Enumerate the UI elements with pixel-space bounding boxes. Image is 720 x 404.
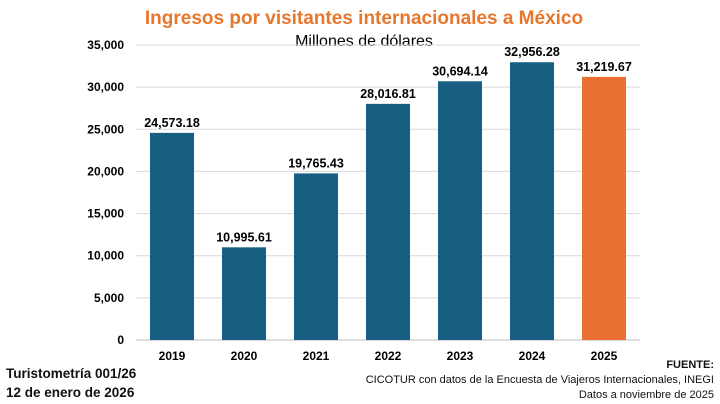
x-tick-label-2025: 2025 — [591, 349, 618, 363]
source-note: FUENTE: CICOTUR con datos de la Encuesta… — [366, 358, 714, 403]
x-tick-label-2023: 2023 — [447, 349, 474, 363]
data-label-2020: 10,995.61 — [216, 230, 272, 244]
chart-subtitle: Millones de dólares — [295, 33, 433, 50]
y-tick-label: 10,000 — [87, 249, 124, 263]
data-label-2024: 32,956.28 — [504, 45, 560, 59]
x-tick-label-2020: 2020 — [231, 349, 258, 363]
y-tick-label: 0 — [117, 333, 124, 347]
y-tick-label: 30,000 — [87, 80, 124, 94]
y-tick-label: 5,000 — [94, 291, 124, 305]
data-label-2025: 31,219.67 — [576, 60, 632, 74]
x-axis: 2019 2020 2021 2022 2023 2024 2025 — [159, 349, 618, 363]
y-tick-label: 20,000 — [87, 164, 124, 178]
bar-2023 — [438, 81, 482, 341]
y-tick-label: 25,000 — [87, 122, 124, 136]
source-label: FUENTE: — [666, 359, 714, 371]
report-id: Turistometría 001/26 — [6, 366, 137, 381]
x-tick-label-2024: 2024 — [519, 349, 546, 363]
report-date: 12 de enero de 2026 — [6, 385, 135, 400]
y-tick-label: 35,000 — [87, 38, 124, 52]
bar-2022 — [366, 103, 410, 341]
data-labels: 24,573.18 10,995.61 19,765.43 28,016.81 30,6… — [144, 45, 632, 244]
bar-2019 — [150, 132, 194, 340]
x-tick-label-2021: 2021 — [303, 349, 330, 363]
x-tick-label-2019: 2019 — [159, 349, 186, 363]
bar-2025 — [582, 76, 626, 340]
data-label-2022: 28,016.81 — [360, 87, 416, 101]
bar-2021 — [294, 173, 338, 340]
source-text: CICOTUR con datos de la Encuesta de Viaj… — [365, 374, 714, 386]
source-date: Datos a noviembre de 2025 — [578, 389, 714, 401]
bar-2020 — [222, 247, 266, 340]
y-tick-label: 15,000 — [87, 207, 124, 221]
data-label-2023: 30,694.14 — [432, 64, 488, 78]
x-tick-label-2022: 2022 — [375, 349, 402, 363]
bars — [150, 62, 626, 341]
bar-2024 — [510, 62, 554, 340]
data-label-2021: 19,765.43 — [288, 156, 344, 170]
chart-title: Ingresos por visitantes internacionales … — [145, 8, 583, 29]
data-label-2019: 24,573.18 — [144, 116, 200, 130]
y-axis: 0 5,000 10,000 15,000 20,000 25,000 30,000 35,0… — [87, 38, 124, 347]
report-info: Turistometría 001/26 12 de enero de 2026 — [6, 364, 136, 402]
